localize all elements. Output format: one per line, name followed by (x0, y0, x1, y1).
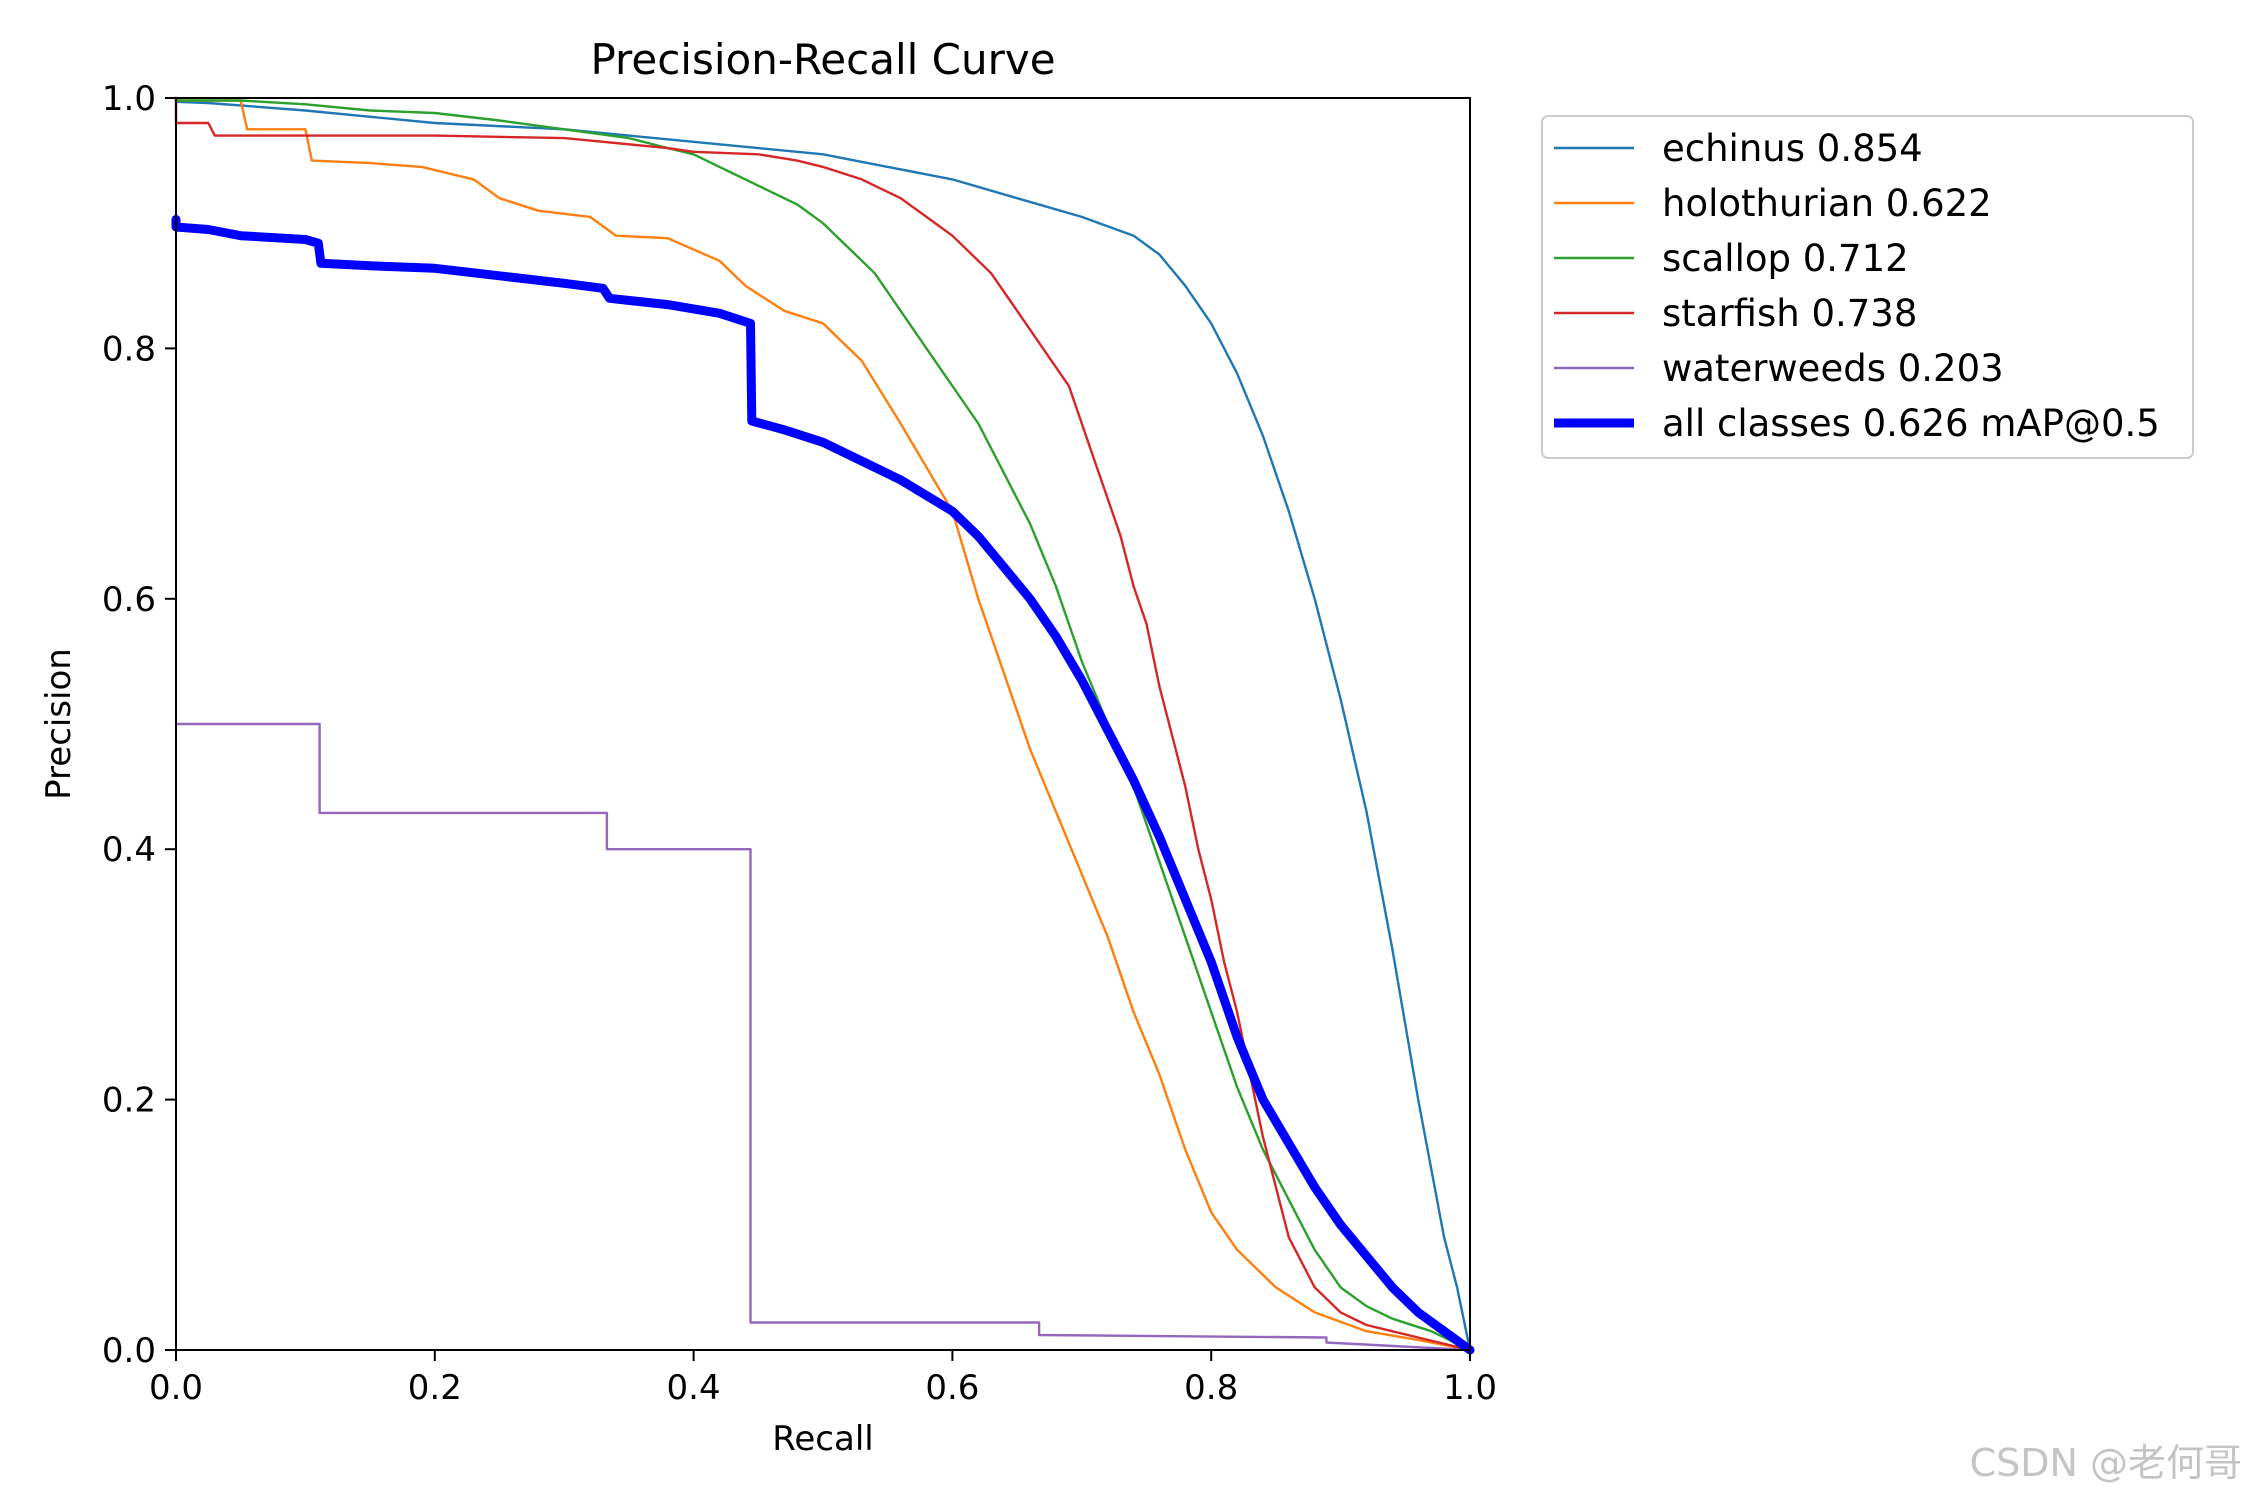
series-line-0 (174, 96, 1472, 1352)
x-axis-label: Recall (772, 1419, 873, 1459)
series-line-1 (174, 96, 1472, 1352)
x-tick-label: 0.6 (925, 1368, 979, 1408)
plot-frame (175, 97, 1471, 1351)
x-tick-label: 1.0 (1443, 1368, 1497, 1408)
y-tick-label: 0.2 (102, 1081, 156, 1121)
legend: echinus 0.854 holothurian 0.622 scallop 0.… (1541, 115, 2194, 459)
legend-label-0: echinus 0.854 (1662, 127, 1923, 170)
legend-label-3: starfish 0.738 (1662, 292, 1917, 335)
x-tick-label: 0.0 (149, 1368, 203, 1408)
series-line-4 (174, 722, 1472, 1352)
axis-layer: 0.0 0.2 0.4 0.6 0.8 1.0 0.0 0.2 0.4 0.6 0.8 1.0 (102, 79, 1497, 1408)
watermark: CSDN @老何哥 (1970, 1441, 2242, 1485)
y-axis-label: Precision (39, 648, 79, 800)
legend-label-4: waterweeds 0.203 (1662, 347, 2004, 390)
legend-label-5: all classes 0.626 mAP@0.5 (1662, 402, 2160, 445)
y-tick-label: 0.0 (102, 1331, 156, 1371)
x-tick-label: 0.4 (667, 1368, 721, 1408)
series-line-5 (171, 214, 1475, 1355)
y-tick-label: 1.0 (102, 79, 156, 119)
series-layer (171, 96, 1475, 1355)
series-line-2 (174, 96, 1472, 1352)
y-tick-label: 0.4 (102, 830, 156, 870)
chart-title: Precision-Recall Curve (590, 35, 1055, 84)
legend-label-2: scallop 0.712 (1662, 237, 1909, 280)
series-line-3 (174, 96, 1472, 1352)
legend-label-1: holothurian 0.622 (1662, 182, 1992, 225)
y-tick-label: 0.8 (102, 329, 156, 369)
legend-box (1541, 115, 2194, 459)
x-tick-label: 0.2 (408, 1368, 462, 1408)
y-tick-label: 0.6 (102, 580, 156, 620)
x-tick-label: 0.8 (1184, 1368, 1238, 1408)
